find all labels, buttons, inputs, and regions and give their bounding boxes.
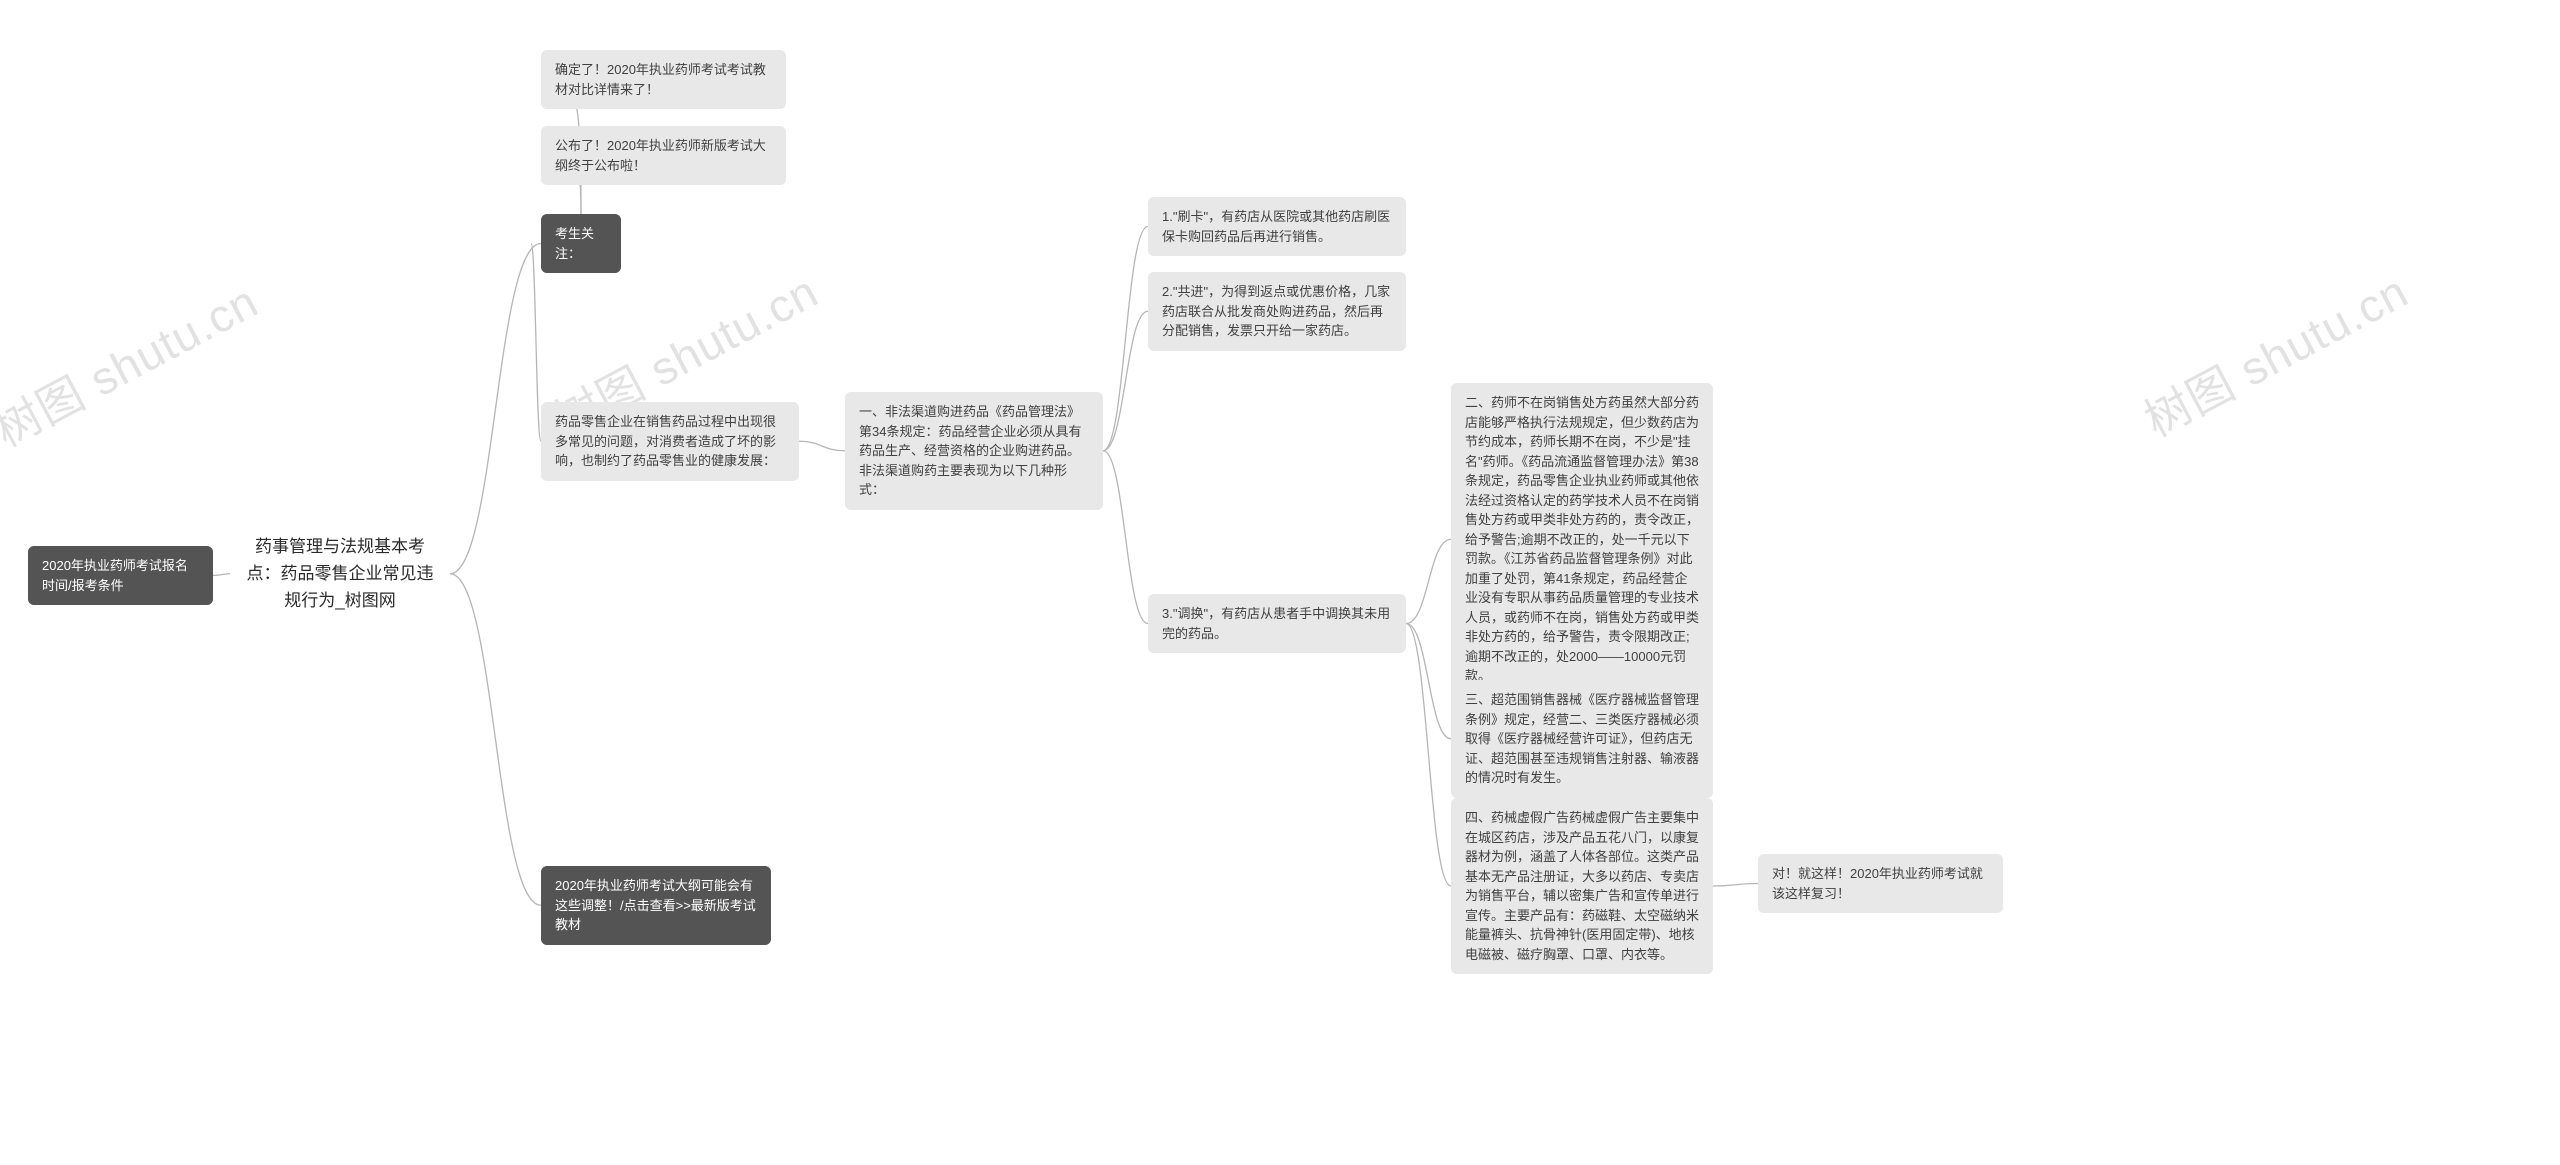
node-form-joint-buy: 2."共进"，为得到返点或优惠价格，几家药店联合从批发商处购进药品，然后再分配销…	[1148, 272, 1406, 351]
node-retail-issues-intro: 药品零售企业在销售药品过程中出现很多常见的问题，对消费者造成了坏的影响，也制约了…	[541, 402, 799, 481]
node-syllabus-changes: 2020年执业药师考试大纲可能会有这些调整！/点击查看>>最新版考试教材	[541, 866, 771, 945]
node-syllabus-published: 公布了！2020年执业药师新版考试大纲终于公布啦！	[541, 126, 786, 185]
watermark-3: 树图 shutu.cn	[2131, 256, 2418, 450]
node-illegal-channels: 一、非法渠道购进药品《药品管理法》第34条规定：药品经营企业必须从具有药品生产、…	[845, 392, 1103, 510]
node-study-tip: 对！就这样！2020年执业药师考试就该这样复习！	[1758, 854, 2003, 913]
node-textbook-confirmed: 确定了！2020年执业药师考试考试教材对比详情来了！	[541, 50, 786, 109]
mindmap-root-title: 药事管理与法规基本考点：药品零售企业常见违规行为_树图网	[230, 523, 450, 625]
node-form-exchange: 3."调换"，有药店从患者手中调换其未用完的药品。	[1148, 594, 1406, 653]
node-candidate-focus: 考生关注：	[541, 214, 621, 273]
node-false-ads: 四、药械虚假广告药械虚假广告主要集中在城区药店，涉及产品五花八门，以康复器材为例…	[1451, 798, 1713, 974]
node-pharmacist-absent: 二、药师不在岗销售处方药虽然大部分药店能够严格执行法规规定，但少数药店为节约成本…	[1451, 383, 1713, 696]
node-form-swipe-card: 1."刷卡"，有药店从医院或其他药店刷医保卡购回药品后再进行销售。	[1148, 197, 1406, 256]
watermark-1: 树图 shutu.cn	[0, 266, 268, 460]
node-medical-devices: 三、超范围销售器械《医疗器械监督管理条例》规定，经营二、三类医疗器械必须取得《医…	[1451, 680, 1713, 798]
node-exam-signup: 2020年执业药师考试报名时间/报考条件	[28, 546, 213, 605]
